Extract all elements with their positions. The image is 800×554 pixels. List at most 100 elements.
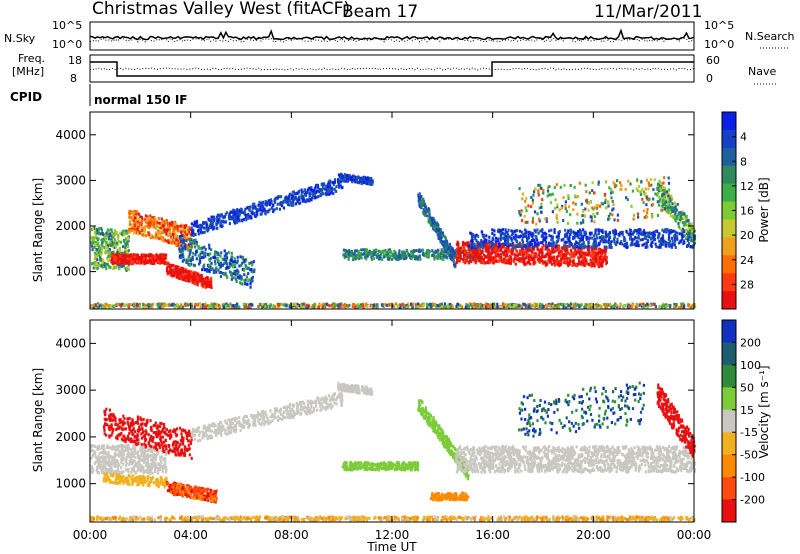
- echo-cell: [91, 236, 94, 240]
- echo-cell: [209, 265, 212, 269]
- echo-cell: [470, 239, 473, 243]
- echo-cell: [589, 305, 592, 309]
- echo-cell: [271, 207, 274, 211]
- echo-cell: [372, 304, 375, 308]
- echo-cell: [563, 257, 566, 261]
- echo-cell: [371, 182, 374, 186]
- echo-cell: [534, 244, 537, 248]
- echo-cell: [489, 260, 492, 264]
- echo-cell: [353, 303, 356, 307]
- echo-cell: [405, 248, 408, 252]
- echo-cell: [525, 255, 528, 259]
- echo-cell: [144, 261, 147, 265]
- echo-cell: [535, 304, 538, 307]
- echo-cell: [446, 304, 449, 308]
- echo-cell: [120, 240, 123, 244]
- echo-cell: [590, 303, 593, 307]
- echo-cell: [498, 256, 501, 260]
- echo-cell: [581, 263, 584, 267]
- echo-cell: [268, 200, 271, 204]
- echo-cell: [278, 303, 281, 307]
- echo-cell: [348, 250, 351, 254]
- echo-cell: [237, 270, 240, 274]
- echo-cell: [507, 247, 510, 251]
- echo-cell: [150, 234, 153, 238]
- echo-cell: [178, 249, 181, 253]
- echo-cell: [387, 255, 390, 259]
- echo-cell: [605, 256, 608, 259]
- echo-cell: [203, 245, 206, 249]
- echo-cell: [219, 265, 222, 269]
- echo-cell: [115, 241, 118, 245]
- echo-cell: [362, 179, 365, 182]
- echo-cell: [133, 223, 136, 227]
- echo-cell: [122, 258, 125, 262]
- echo-cell: [443, 248, 446, 252]
- echo-cell: [128, 209, 131, 213]
- echo-cell: [301, 196, 304, 200]
- echo-cell: [135, 216, 138, 220]
- echo-cell: [126, 237, 129, 241]
- echo-cell: [366, 254, 369, 258]
- echo-cell: [562, 247, 565, 251]
- echo-cell: [582, 235, 585, 239]
- echo-cell: [572, 230, 575, 234]
- echo-cell: [590, 231, 593, 235]
- echo-cell: [246, 305, 249, 309]
- echo-cell: [540, 249, 543, 253]
- nave-tick-low: 0: [706, 72, 713, 85]
- echo-cell: [356, 180, 359, 184]
- echo-cell: [190, 230, 193, 234]
- echo-cell: [202, 265, 205, 269]
- echo-cell: [110, 304, 113, 308]
- echo-cell: [473, 248, 476, 252]
- echo-cell: [177, 273, 180, 277]
- echo-cell: [305, 303, 308, 307]
- echo-cell: [125, 268, 128, 272]
- echo-cell: [530, 258, 533, 261]
- echo-cell: [215, 222, 218, 226]
- echo-cell: [95, 251, 98, 254]
- echo-cell: [280, 195, 283, 199]
- echo-cell: [551, 304, 554, 308]
- echo-cell: [521, 253, 524, 257]
- echo-cell: [538, 305, 541, 308]
- echo-cell: [584, 303, 587, 307]
- echo-cell: [538, 260, 541, 264]
- date-title: 11/Mar/2011: [594, 2, 702, 22]
- echo-cell: [433, 227, 436, 231]
- echo-cell: [311, 196, 314, 200]
- echo-cell: [240, 282, 243, 286]
- echo-cell: [205, 267, 208, 271]
- echo-cell: [497, 244, 500, 248]
- echo-cell: [247, 266, 250, 270]
- echo-cell: [582, 255, 585, 259]
- echo-cell: [367, 177, 370, 181]
- echo-cell: [346, 179, 349, 183]
- echo-cell: [234, 305, 237, 309]
- echo-cell: [587, 250, 591, 254]
- echo-cell: [243, 273, 246, 277]
- echo-cell: [664, 242, 667, 246]
- echo-cell: [583, 305, 586, 309]
- echo-cell: [565, 261, 568, 265]
- echo-cell: [440, 249, 443, 253]
- echo-cell: [232, 262, 235, 266]
- echo-cell: [663, 239, 666, 243]
- echo-cell: [214, 262, 217, 266]
- echo-cell: [155, 259, 158, 263]
- echo-cell: [552, 258, 555, 262]
- echo-cell: [240, 276, 243, 280]
- echo-cell: [577, 262, 580, 266]
- echo-cell: [500, 258, 503, 262]
- echo-cell: [350, 176, 353, 180]
- echo-cell: [455, 247, 458, 251]
- echo-cell: [268, 305, 271, 308]
- echo-cell: [436, 226, 440, 230]
- echo-cell: [151, 235, 154, 239]
- echo-cell: [249, 303, 252, 307]
- echo-cell: [218, 305, 221, 309]
- echo-cell: [331, 180, 335, 184]
- echo-cell: [96, 231, 99, 235]
- echo-cell: [235, 269, 238, 273]
